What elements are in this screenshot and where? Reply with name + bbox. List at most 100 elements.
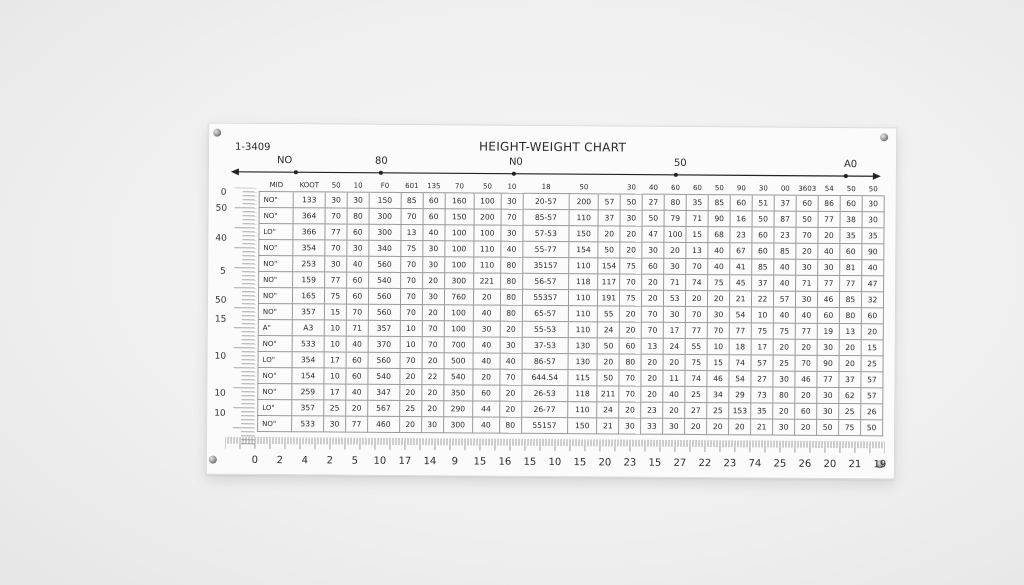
table-cell: 41 (729, 258, 752, 275)
table-cell: 35 (750, 402, 773, 420)
table-cell: 540 (368, 272, 401, 289)
table-cell: 80 (500, 289, 523, 306)
table-cell: 644.54 (521, 369, 569, 386)
bottom-axis-label: 10 (548, 456, 562, 469)
table-cell: 30 (816, 387, 839, 404)
table-cell: 20 (598, 225, 621, 242)
table-cell: 20 (795, 339, 818, 356)
table-cell: 100 (443, 320, 474, 337)
row-label: NO" (258, 303, 293, 320)
column-header: F0 (369, 179, 401, 193)
table-cell: 560 (368, 304, 401, 321)
top-axis-label: N0 (508, 156, 523, 168)
table-cell: 75 (707, 274, 730, 291)
table-cell: 366 (293, 223, 325, 240)
table-cell: 15 (324, 303, 347, 321)
table-cell: 20 (620, 225, 643, 243)
table-cell: 25 (323, 399, 346, 417)
table-cell: 27 (642, 194, 665, 211)
bottom-axis-label: 74 (748, 458, 762, 470)
table-cell: 79 (664, 210, 687, 227)
row-label: NO" (258, 271, 293, 288)
table-cell: 57 (773, 291, 796, 308)
left-label: 50 (214, 295, 227, 306)
table-cell: 77 (818, 211, 841, 228)
table-cell: 21 (596, 417, 619, 434)
table-cell: 25 (706, 402, 729, 419)
table-cell: 153 (728, 402, 751, 419)
bottom-axis-label: 27 (673, 457, 687, 469)
table-cell: 17 (323, 351, 347, 369)
table-cell: 20 (773, 339, 796, 356)
table-cell: 86 (818, 195, 841, 212)
table-cell: 70 (400, 208, 423, 225)
bottom-axis-label: 2 (326, 455, 334, 467)
table-cell: 47 (861, 275, 884, 292)
table-cell: 20 (838, 355, 862, 372)
table-cell: 70 (500, 209, 523, 226)
table-cell: 110 (569, 209, 599, 226)
table-cell: 460 (367, 416, 400, 433)
left-ruler (233, 187, 257, 445)
table-cell: 55157 (521, 417, 568, 434)
table-cell: 300 (368, 208, 401, 225)
bottom-axis-labels: 0 2 4 2 5 10 17 14 9 15 16 15 10 15 20 23 15 27 22 23 74 25 26… (209, 124, 896, 470)
table-cell: 357 (291, 399, 324, 416)
table-cell: 26 (860, 403, 883, 420)
table-cell: 191 (597, 289, 620, 306)
table-cell: 30 (422, 240, 445, 257)
bottom-axis-label: 9 (451, 456, 459, 468)
table-cell: 560 (367, 352, 400, 369)
table-cell: 50 (620, 193, 643, 211)
table-cell: 354 (292, 351, 325, 368)
table-cell: 100 (444, 256, 474, 273)
table-cell: 85 (773, 243, 796, 260)
table-cell: 90 (816, 355, 840, 372)
table-cell: 60 (345, 352, 368, 369)
table-cell: 110 (567, 401, 598, 418)
table-cell: 17 (323, 383, 346, 401)
table-cell: 20 (794, 419, 817, 436)
table-cell: 30 (499, 337, 522, 354)
row-label: NO" (258, 239, 294, 256)
table-cell: 75 (619, 289, 642, 307)
table-cell: 200 (473, 208, 501, 226)
table-cell: 30 (325, 191, 348, 209)
table-cell: 760 (443, 288, 474, 305)
left-label: 10 (214, 388, 226, 399)
table-cell: 37 (774, 195, 797, 212)
table-cell: 50 (598, 241, 621, 258)
table-cell: 25 (838, 403, 861, 420)
table-cell: 74 (685, 370, 708, 387)
column-header: 40 (642, 181, 665, 195)
column-header: 30 (620, 181, 643, 195)
table-cell: 60 (794, 403, 817, 420)
table-cell: 20 (707, 290, 730, 307)
table-cell: 23 (640, 402, 663, 419)
table-cell: 70 (641, 306, 664, 323)
table-cell: 60 (730, 194, 753, 211)
table-cell: 30 (817, 259, 840, 276)
table-cell: 20 (641, 274, 664, 291)
row-label: LO" (257, 399, 292, 416)
table-cell: 70 (399, 352, 422, 369)
table-cell: 60 (817, 307, 840, 324)
table-cell: 87 (774, 211, 797, 228)
table-cell: 71 (686, 210, 709, 227)
table-cell: 300 (368, 224, 401, 241)
table-cell: 150 (444, 208, 474, 225)
table-cell: 20 (619, 321, 642, 339)
table-cell: 20 (399, 368, 422, 385)
row-label: NO" (258, 255, 293, 272)
table-cell: 65-57 (521, 305, 569, 322)
table-cell: 20 (861, 323, 884, 340)
table-cell: 60 (796, 195, 819, 212)
table-cell: 20 (399, 416, 422, 433)
row-label: NO" (257, 367, 293, 384)
table-row: NO" 533 30 77 460 20 30 300 40 80 55157 150 21 30 33 30… (257, 415, 883, 436)
table-cell: 30 (795, 259, 818, 276)
table-cell: 32 (861, 291, 884, 308)
table-cell: 53 (663, 290, 686, 307)
table-cell: 10 (399, 336, 422, 353)
table-cell: 60 (839, 243, 862, 260)
